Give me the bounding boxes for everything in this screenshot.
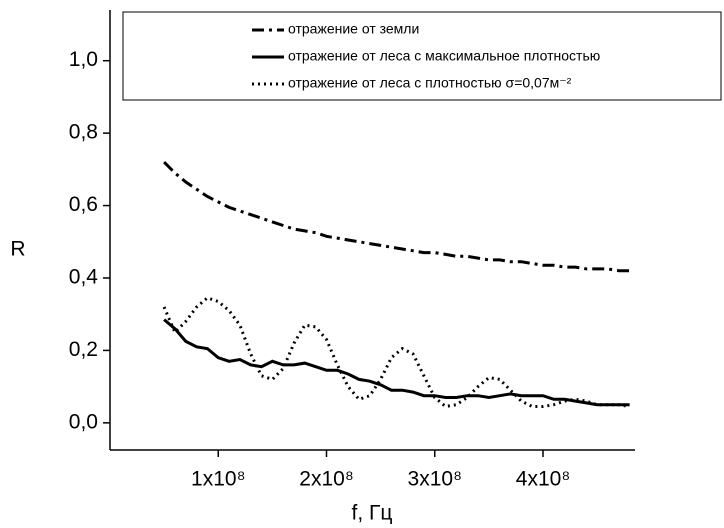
y-tick-label: 0,8 [69, 121, 98, 144]
x-axis-label: f, Гц [352, 502, 393, 525]
legend-label: отражение от леса с плотностью σ=0,07м⁻² [288, 75, 572, 91]
y-tick-label: 0,0 [69, 410, 98, 433]
y-axis-label: R [10, 238, 25, 261]
data-line [163, 161, 630, 273]
x-tick-label: 4x10⁸ [516, 468, 570, 491]
y-tick-label: 0,4 [69, 266, 99, 289]
x-tick-label: 2x10⁸ [299, 468, 353, 491]
legend-box [122, 11, 722, 101]
x-tick-label: 3x10⁸ [408, 468, 462, 491]
data-line [163, 318, 630, 407]
y-tick-label: 1,0 [69, 48, 98, 71]
legend-label: отражение от леса с максимальное плотнос… [288, 48, 600, 64]
y-tick-label: 0,2 [69, 338, 98, 361]
y-tick-label: 0,6 [69, 193, 98, 216]
x-tick-label: 1x10⁸ [191, 468, 245, 491]
legend-label: отражение от земли [288, 21, 419, 37]
